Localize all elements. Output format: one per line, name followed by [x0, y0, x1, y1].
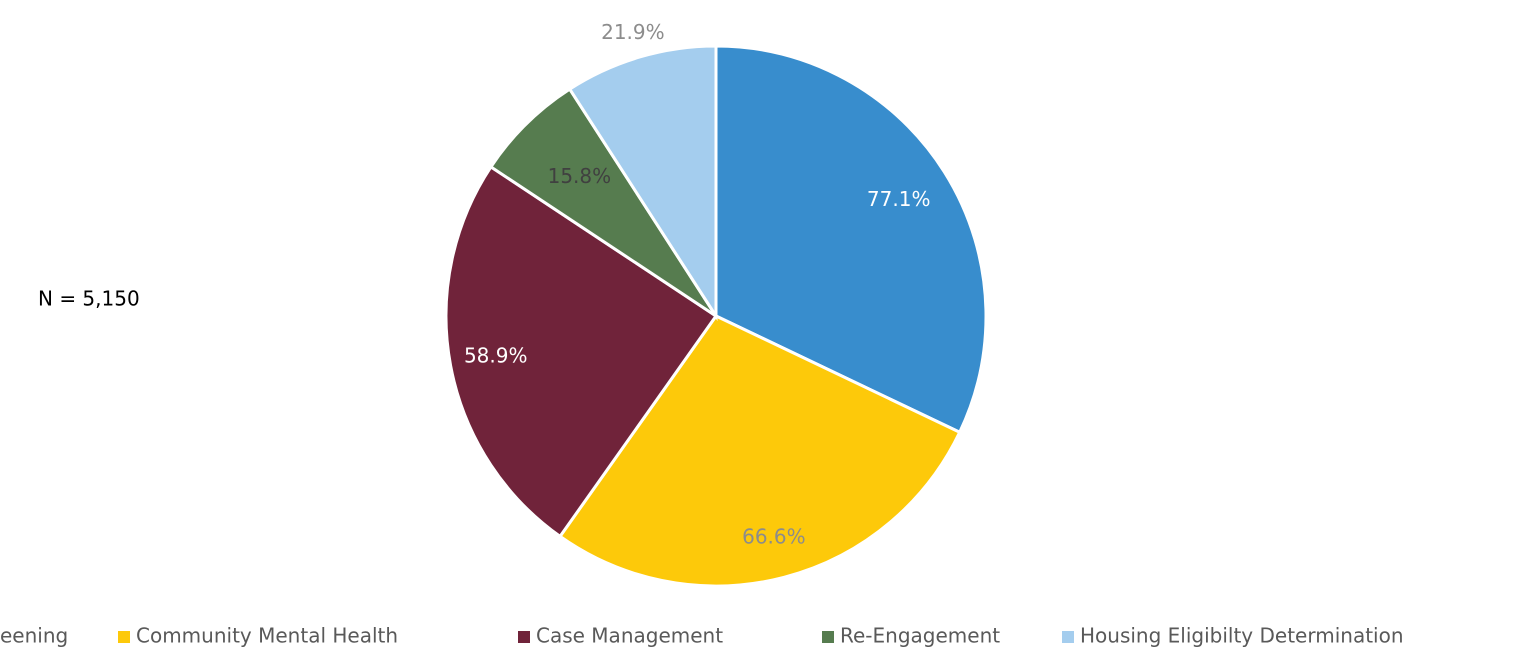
legend-label: Community Mental Health: [136, 624, 398, 648]
legend-swatch: [118, 631, 130, 643]
data-label: 15.8%: [548, 164, 612, 188]
annotation: N = 5,150: [38, 287, 140, 311]
pie-slice: [557, 314, 962, 588]
legend-label: Case Management: [536, 624, 723, 648]
pie-slice: [567, 44, 718, 322]
pie-slice: [488, 86, 718, 318]
legend-swatch: [1062, 631, 1074, 643]
data-label: 21.9%: [601, 20, 665, 44]
data-label: 77.1%: [867, 187, 931, 211]
legend-swatch: [822, 631, 834, 643]
data-label: 58.9%: [464, 344, 528, 368]
legend-label: Re-Engagement: [840, 624, 1000, 648]
pie-slice: [714, 44, 988, 435]
legend-label: Housing Eligibilty Determination: [1080, 624, 1404, 648]
legend-swatch: [518, 631, 530, 643]
legend-label: eening: [0, 624, 68, 648]
pie-slice: [444, 164, 719, 539]
data-label: 66.6%: [742, 525, 806, 549]
